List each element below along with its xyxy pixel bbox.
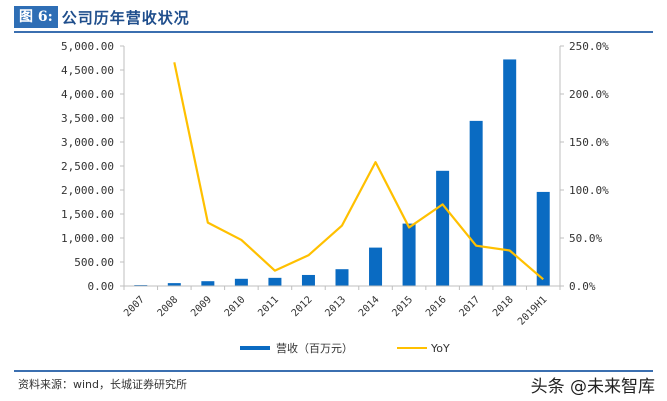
- legend: 营收（百万元） YoY: [240, 340, 450, 356]
- x-axis-tick-label: 2010: [223, 294, 248, 319]
- left-axis-tick-label: 4,000.00: [61, 88, 114, 101]
- watermark: 头条 @未来智库: [530, 377, 655, 397]
- yoy-polyline: [173, 62, 544, 281]
- yoy-line: [173, 62, 544, 281]
- revenue-bar: [268, 277, 282, 286]
- figure-label: 图 6:: [14, 6, 58, 28]
- x-axis-tick-label: 2014: [357, 294, 382, 319]
- figure-title: 公司历年营收状况: [61, 8, 190, 27]
- x-axis-tick-label: 2018: [491, 294, 516, 319]
- chart: 0.00 500.00 1,000.00 1,500.00 2,000.00 2,500.…: [61, 40, 609, 328]
- left-axis-tick-label: 500.00: [74, 256, 114, 269]
- right-axis-tick-label: 0.0%: [569, 280, 596, 293]
- revenue-bar: [234, 278, 248, 286]
- x-axis-tick-label: 2019H1: [516, 294, 549, 327]
- left-axis-tick-label: 4,500.00: [61, 64, 114, 77]
- left-axis-tick-label: 5,000.00: [61, 40, 114, 53]
- left-axis-tick-label: 1,000.00: [61, 232, 114, 245]
- bottom-rule: [14, 370, 653, 372]
- x-axis-tick-label: 2007: [122, 294, 147, 319]
- left-axis-tick-label: 2,000.00: [61, 184, 114, 197]
- revenue-bar: [369, 247, 383, 286]
- x-axis-tick-label: 2009: [189, 294, 214, 319]
- x-axis-tick-label: 2011: [256, 294, 281, 319]
- top-rule: [14, 31, 653, 33]
- figure-title-bar: 图 6: 公司历年营收状况: [14, 6, 190, 28]
- legend-bar-label: 营收（百万元）: [276, 342, 353, 355]
- revenue-bar: [436, 170, 450, 286]
- x-axis-tick-label: 2015: [390, 294, 415, 319]
- revenue-bar: [536, 191, 550, 286]
- right-axis-tick-label: 200.0%: [569, 88, 609, 101]
- revenue-bar: [469, 120, 483, 286]
- legend-line-swatch: [397, 347, 427, 349]
- legend-bar-swatch: [240, 346, 270, 350]
- right-axis-tick-label: 250.0%: [569, 40, 609, 53]
- revenue-bar: [301, 274, 315, 286]
- right-axis-tick-label: 150.0%: [569, 136, 609, 149]
- x-axis-tick-label: 2012: [290, 294, 315, 319]
- x-axis-tick-label: 2016: [424, 294, 449, 319]
- right-axis-tick-label: 100.0%: [569, 184, 609, 197]
- left-axis-tick-label: 3,000.00: [61, 136, 114, 149]
- x-axis-tick-label: 2017: [457, 294, 482, 319]
- revenue-bar: [503, 59, 517, 286]
- revenue-bar: [201, 281, 215, 286]
- x-axis-tick-label: 2008: [156, 294, 181, 319]
- revenue-bar: [335, 269, 349, 286]
- x-axis: 2007 2008 2009 2010 2011 2012 2013 2014 2015 2016…: [122, 285, 561, 328]
- legend-line-label: YoY: [431, 341, 450, 355]
- left-axis-tick-label: 2,500.00: [61, 160, 114, 173]
- left-axis-tick-label: 0.00: [88, 280, 115, 293]
- revenue-bar: [167, 283, 181, 286]
- left-axis: 0.00 500.00 1,000.00 1,500.00 2,000.00 2,500.…: [61, 40, 125, 293]
- right-axis: 0.0% 50.0% 100.0% 150.0% 200.0% 250.0%: [559, 40, 609, 293]
- left-axis-tick-label: 3,500.00: [61, 112, 114, 125]
- x-axis-tick-label: 2013: [323, 294, 348, 319]
- revenue-bar: [402, 223, 416, 286]
- revenue-bars: [134, 59, 550, 287]
- left-axis-tick-label: 1,500.00: [61, 208, 114, 221]
- right-axis-tick-label: 50.0%: [569, 232, 602, 245]
- source-note: 资料来源：wind，长城证券研究所: [18, 378, 188, 391]
